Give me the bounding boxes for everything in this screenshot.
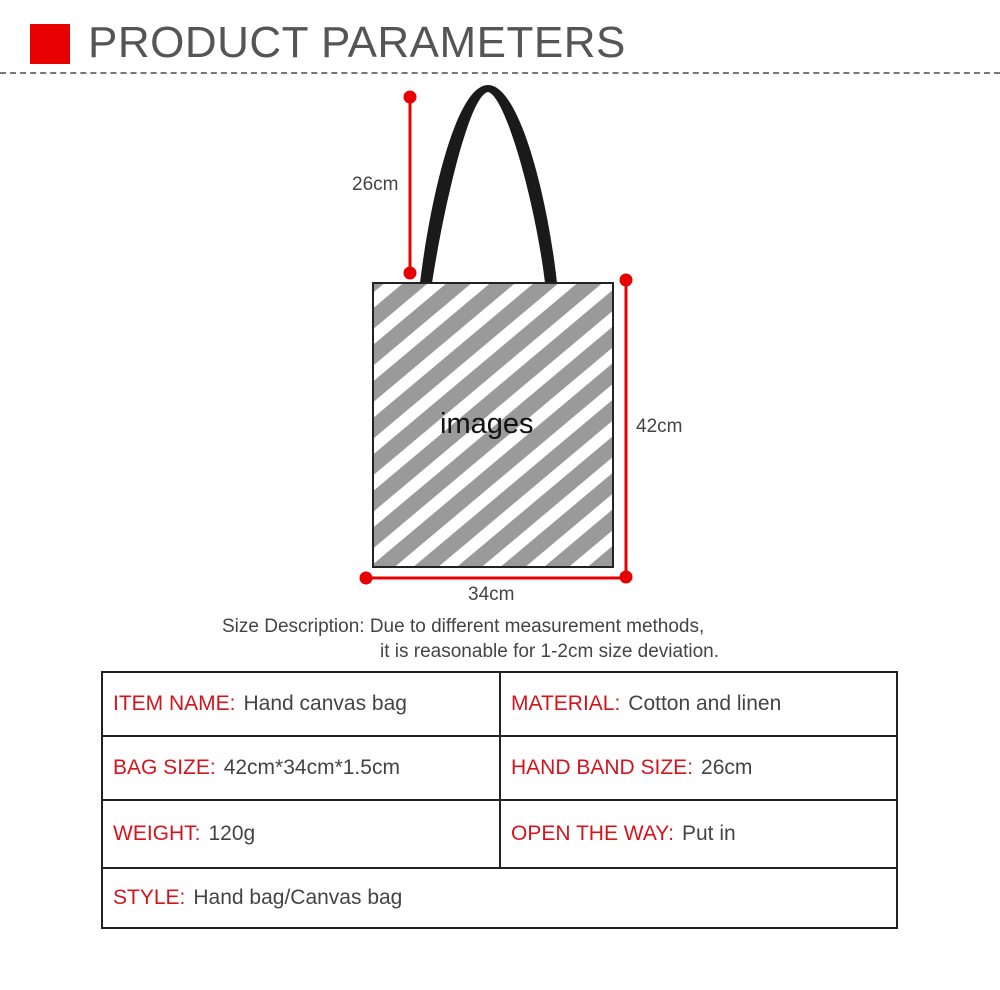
spec-label: MATERIAL: [511,692,621,715]
bag-diagram [359,85,633,585]
spec-label: HAND BAND SIZE: [511,756,694,779]
spec-value: 42cm*34cm*1.5cm [223,756,400,779]
spec-value: 120g [208,822,256,845]
spec-label: WEIGHT: [113,822,201,845]
spec-value: Hand canvas bag [243,692,407,715]
handle-height-label: 26cm [352,174,399,195]
spec-table: ITEM NAME: Hand canvas bag MATERIAL: Cotto… [101,671,898,929]
spec-material: MATERIAL: Cotton and linen [499,671,898,737]
spec-label: OPEN THE WAY: [511,822,674,845]
spec-item-name: ITEM NAME: Hand canvas bag [101,671,501,737]
header-square-icon [30,24,70,64]
size-description: Size Description: Due to different measu… [222,616,705,637]
spec-bag-size: BAG SIZE: 42cm*34cm*1.5cm [101,735,501,801]
header-divider [0,72,1000,74]
bag-body [372,282,614,568]
dimension-width [359,571,626,585]
spec-value: Hand bag/Canvas bag [193,886,403,909]
bag-handle [420,85,557,283]
bag-width-label: 34cm [468,584,515,605]
spec-value: 26cm [701,756,753,779]
page-title: PRODUCT PARAMETERS [88,18,626,67]
spec-open-the-way: OPEN THE WAY: Put in [499,799,898,869]
spec-style: STYLE: Hand bag/Canvas bag [101,867,898,929]
spec-label: STYLE: [113,886,186,909]
bag-height-label: 42cm [636,416,683,437]
spec-weight: WEIGHT: 120g [101,799,501,869]
spec-value: Cotton and linen [628,692,782,715]
spec-label: BAG SIZE: [113,756,216,779]
dimension-height [619,273,633,584]
spec-hand-band-size: HAND BAND SIZE: 26cm [499,735,898,801]
dimension-handle [403,90,417,280]
size-description-2: it is reasonable for 1-2cm size deviatio… [380,641,719,662]
bag-label: images [440,408,534,440]
spec-value: Put in [681,822,736,845]
spec-label: ITEM NAME: [113,692,236,715]
